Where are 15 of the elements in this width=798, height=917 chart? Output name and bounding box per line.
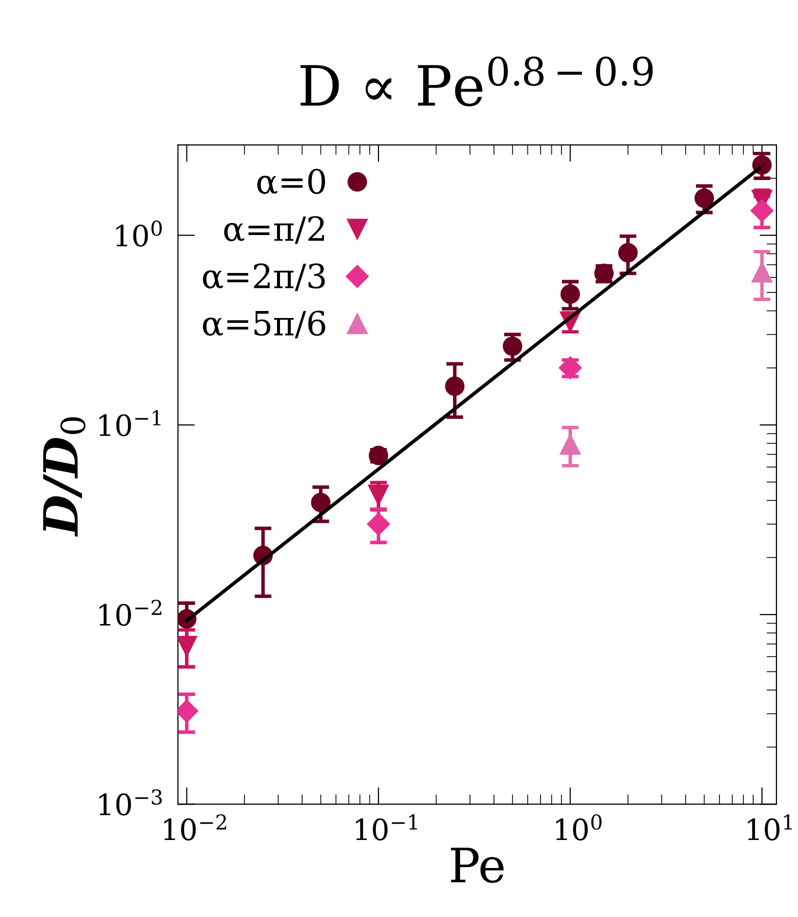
- x-tick-label: 10$^{−2}$: [164, 814, 226, 840]
- y-tick-label: 10$^{0}$: [116, 220, 162, 247]
- y-tick-label: 10$^{−1}$: [99, 410, 160, 436]
- x-tick-label: 10$^{−1}$: [356, 814, 417, 840]
- chart-title: D ∝ Pe$^{0.8−0.9}$: [300, 56, 653, 106]
- legend-label: α=0: [257, 168, 326, 194]
- x-tick-label: 10$^{1}$: [748, 814, 792, 840]
- legend-label: α=2π/3: [202, 263, 325, 292]
- x-tick-label: 10$^{0}$: [556, 814, 602, 840]
- y-tick-label: 10$^{−2}$: [99, 600, 162, 626]
- y-axis-title: D/D$_{0}$: [43, 417, 86, 537]
- x-axis-title: Pe: [451, 848, 504, 883]
- y-tick-label: 10$^{−3}$: [99, 789, 162, 816]
- legend-label: α=π/2: [224, 216, 324, 244]
- legend-label: α=5π/6: [202, 310, 326, 338]
